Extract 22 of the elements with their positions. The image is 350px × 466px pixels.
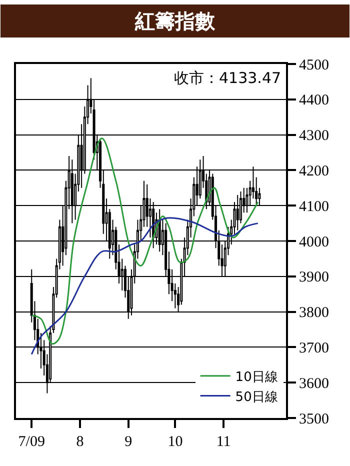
annotation: 收市：4133.47 [174, 69, 282, 87]
y-tick-label: 3500 [299, 411, 329, 428]
y-tick-label: 4400 [299, 92, 329, 109]
line-series [30, 217, 259, 356]
line-series [30, 138, 259, 344]
x-tick-label: 7/09 [18, 434, 45, 450]
x-tick-label: 11 [216, 434, 231, 450]
y-tick-label: 3600 [299, 376, 329, 392]
x-tick-label: 9 [124, 434, 132, 450]
y-tick-label: 3800 [299, 305, 329, 322]
y-tick-label: 4100 [299, 198, 329, 215]
legend-label: 50日線 [235, 390, 278, 405]
y-tick-label: 4500 [299, 57, 329, 74]
y-tick-label: 3700 [299, 340, 329, 356]
legend-label: 10日線 [235, 370, 278, 385]
x-tick-label: 8 [76, 434, 84, 450]
y-tick-label: 4300 [299, 128, 329, 144]
chart-title: 紅籌指數 [134, 9, 216, 33]
y-tick-label: 3900 [299, 270, 329, 286]
y-tick-label: 4200 [299, 163, 329, 180]
x-tick-label: 10 [168, 434, 183, 450]
y-tick-label: 4000 [299, 234, 329, 250]
